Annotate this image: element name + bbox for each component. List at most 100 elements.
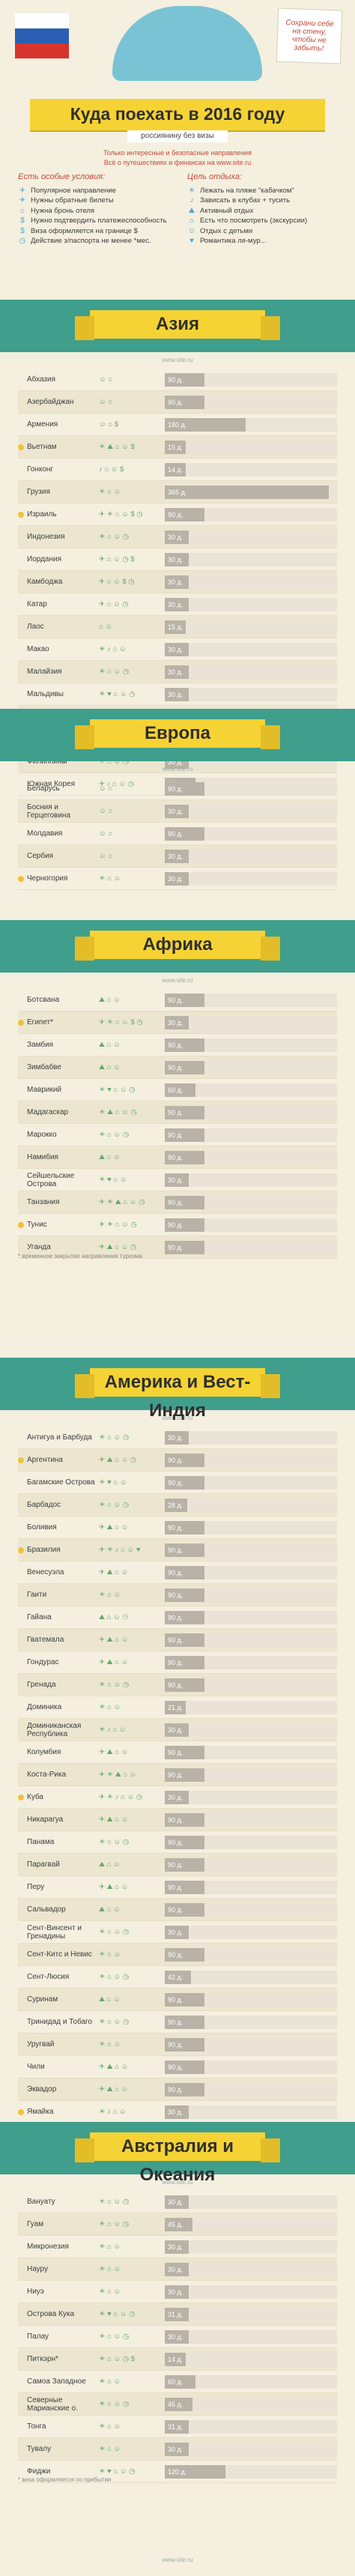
table-row: Чили ✈ ⛰ ⌂ ☺ 90 д. <box>18 2056 337 2078</box>
section-title: Африка <box>75 931 280 961</box>
table-row: Гонконг ♪ ⌂ ☺ $ 14 д. <box>18 459 337 481</box>
table-row: Сент-Винсент и Гренадины ☀ ⌂ ☺ ◷ 30 д. <box>18 1921 337 1944</box>
stay-bar-track: 90 д. <box>165 1060 337 1074</box>
condition-icons: ✈ ☀ ⌂ ☺ ◷ <box>99 1221 137 1229</box>
country-name: Самоа Западное <box>27 2377 86 2386</box>
section-note: * виза оформляется по прибытии <box>18 2476 112 2483</box>
country-name: Гайана <box>27 1613 52 1621</box>
condition-icons: ✈ ⛰ ⌂ ☺ <box>99 1815 129 1824</box>
condition-icons: ⛰ ⌂ ☺ <box>99 1041 121 1049</box>
condition-icons: ✈ ⛰ ⌂ ☺ <box>99 2063 129 2071</box>
country-name: Острова Кука <box>27 2310 75 2318</box>
stay-bar-track: 180 д. <box>165 417 337 432</box>
table-row: Аргентина ✈ ⛰ ⌂ ☺ ◷ 90 д. <box>18 1449 337 1472</box>
country-name: Науру <box>27 2265 49 2273</box>
legend-left-item: ✈ Популярное направление <box>18 186 175 196</box>
condition-icons: ☀ ⛰ ⌂ ☺ ◷ <box>99 1108 137 1116</box>
stay-bar-track: 30 д. <box>165 530 337 544</box>
section-caption: www.site.ru <box>162 977 193 984</box>
condition-icons: ☀ ♪ ⌂ ☺ <box>99 1726 127 1734</box>
country-name: Антигуа и Барбуда <box>27 1433 92 1442</box>
condition-icons: ✈ ⛰ ⌂ ☺ <box>99 2085 129 2093</box>
legend-right-item-icon: ♥ <box>189 237 194 245</box>
country-name: Сент-Винсент и Гренадины <box>27 1923 82 1941</box>
legend-left-item-icon: ◷ <box>19 237 26 245</box>
condition-icons: ☀ ⌂ ☺ <box>99 874 121 883</box>
condition-icons: ☺ ⌂ <box>99 852 113 860</box>
stay-bar-track: 90 д. <box>165 1038 337 1052</box>
table-row: Уганда ✈ ⛰ ⌂ ☺ ◷ 90 д. <box>18 1236 337 1259</box>
condition-icons: ☀ ♥ ⌂ ☺ ◷ <box>99 2467 136 2476</box>
condition-icons: ⛰ ⌂ ☺ <box>99 1905 121 1914</box>
condition-icons: ✈ ☀ ⛰ ⌂ ☺ ◷ <box>99 1198 145 1206</box>
intro-text: Только интересные и безопасные направлен… <box>103 149 252 166</box>
country-name: Тунис <box>27 1221 47 1229</box>
stay-bar-track: 42 д. <box>165 1970 337 1984</box>
stay-bar: 90 д. <box>165 372 204 387</box>
stay-bar-track: 90 д. <box>165 1835 337 1849</box>
popular-dot-icon <box>18 875 24 882</box>
condition-icons: ☀ ♥ ⌂ ☺ <box>99 1478 127 1487</box>
stay-bar-track: 31 д. <box>165 2419 337 2434</box>
table-row: Доминиканская Республика ☀ ♪ ⌂ ☺ 30 д. <box>18 1719 337 1741</box>
legend-right-item: ♥ Романтика ля-мур... <box>187 236 337 247</box>
globe-icon <box>112 6 262 81</box>
table-row: Уругвай ☀ ⌂ ☺ 90 д. <box>18 2034 337 2056</box>
table-row: Боливия ✈ ⛰ ⌂ ☺ 90 д. <box>18 1517 337 1539</box>
country-table: Антигуа и Барбуда ☀ ⌂ ☺ ◷ 30 д. Аргентина ✈ … <box>18 1427 337 2123</box>
section-title: Австралия и Океания <box>75 2132 280 2185</box>
stay-bar-track: 90 д. <box>165 1768 337 1782</box>
country-name: Тринидад и Тобаго <box>27 2018 93 2026</box>
country-name: Сейшельские Острова <box>27 1171 75 1188</box>
stay-bar: 90 д. <box>165 1060 204 1074</box>
condition-icons: ✈ ♪ ⌂ ☺ ◷ <box>99 780 134 788</box>
country-name: Абхазия <box>27 375 55 384</box>
country-name: Ниуэ <box>27 2288 44 2296</box>
stay-bar: 90 д. <box>165 1128 204 1142</box>
country-name: Эквадор <box>27 2085 57 2093</box>
condition-icons: ☀ ⌂ ☺ ◷ <box>99 1501 130 1509</box>
stay-bar: 90 д. <box>165 826 204 841</box>
table-row: Сент-Китс и Невис ☀ ⌂ ☺ 90 д. <box>18 1944 337 1966</box>
stay-bar: 90 д. <box>165 1543 204 1557</box>
stay-bar: 90 д. <box>165 1195 204 1209</box>
stay-bar: 14 д. <box>165 462 186 477</box>
legend-left-item: $ Виза оформляется на границе $ <box>18 226 175 237</box>
stay-bar: 30 д. <box>165 1925 189 1939</box>
stay-bar: 28 д. <box>165 1498 187 1512</box>
stay-bar-track: 90 д. <box>165 1150 337 1164</box>
country-name: Гаити <box>27 1591 47 1599</box>
stay-bar: 21 д. <box>165 1700 186 1714</box>
country-name: Грузия <box>27 488 50 496</box>
table-row: Колумбия ✈ ⛰ ⌂ ☺ 90 д. <box>18 1741 337 1764</box>
stay-bar-track: 90 д. <box>165 2082 337 2096</box>
condition-icons: ✈ ⌂ ☺ $ ◷ <box>99 578 135 586</box>
stay-bar-track: 90 д. <box>165 1610 337 1624</box>
country-name: Вануату <box>27 2198 55 2206</box>
legend-left-item: ◷ Действие з/паспорта не менее *мес. <box>18 236 175 247</box>
table-row: Сальвадор ⛰ ⌂ ☺ 90 д. <box>18 1899 337 1921</box>
stay-bar-track: 30 д. <box>165 2285 337 2299</box>
popular-dot-icon <box>18 444 24 450</box>
stay-bar: 30 д. <box>165 1723 189 1737</box>
condition-icons: ♪ ⌂ ☺ $ <box>99 465 124 474</box>
section-caption: www.site.ru <box>162 357 193 363</box>
country-name: Перу <box>27 1883 45 1891</box>
legend-right-item-icon: ⌂ <box>189 217 195 225</box>
section-caption: www.site.ru <box>162 1415 193 1421</box>
stay-bar-track: 90 д. <box>165 372 337 387</box>
footer-caption: www.site.ru <box>162 2557 193 2563</box>
legend-left-item: ⌂ Нужна бронь отеля <box>18 206 175 217</box>
condition-icons: ☀ ♪ ⌂ ☺ <box>99 645 127 653</box>
section-title: Европа <box>75 719 280 749</box>
stay-bar: 30 д. <box>165 687 189 701</box>
condition-icons: ☀ ⌂ ☺ <box>99 488 121 496</box>
stay-bar-track: 30 д. <box>165 804 337 818</box>
stay-bar: 30 д. <box>165 2105 189 2119</box>
popular-dot-icon <box>18 1457 24 1463</box>
legend-left-title: Есть особые условия: <box>18 172 106 181</box>
country-name: Марокко <box>27 1131 57 1139</box>
stay-bar-track: 90 д. <box>165 1812 337 1827</box>
table-row: Доминика ☀ ⌂ ☺ 21 д. <box>18 1696 337 1719</box>
legend-right-item-icon: ☺ <box>187 226 196 235</box>
